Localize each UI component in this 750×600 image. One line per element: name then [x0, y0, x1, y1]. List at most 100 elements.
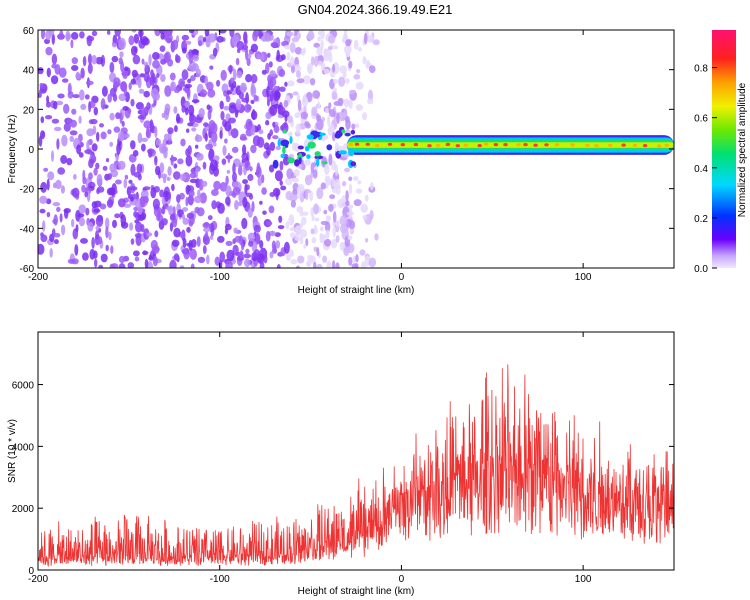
spectrogram-cell: [143, 120, 152, 129]
spectrogram-cell: [351, 263, 358, 268]
spectrogram-cell: [216, 35, 224, 43]
spectrogram-cell: [194, 134, 203, 142]
spectrogram-cell: [160, 32, 165, 40]
spectrogram-cell: [362, 215, 368, 220]
spectrogram-cell: [231, 146, 239, 153]
figure-title: GN04.2024.366.19.49.E21: [297, 2, 453, 17]
spectrogram-cell: [139, 73, 145, 78]
spectrogram-cell: [50, 75, 59, 85]
spectrogram-cell: [353, 74, 361, 80]
spectrogram-cell: [117, 198, 126, 208]
spectrogram-cell: [340, 224, 347, 234]
spectrogram-cell: [187, 145, 192, 156]
spectrogram-cell: [211, 189, 219, 196]
spectrogram-cell: [232, 162, 236, 175]
spectrogram-cell: [241, 217, 248, 230]
spectrogram-cell: [179, 192, 185, 200]
spectrogram-cell: [263, 254, 268, 264]
spectrogram-cell: [238, 201, 243, 207]
spectrogram-cell: [105, 226, 109, 239]
spectrogram-cells: [38, 30, 674, 268]
spectrogram-cell: [345, 52, 351, 58]
spectrogram-cell: [91, 30, 98, 37]
spectrogram-cell: [79, 31, 85, 39]
spectrogram-y-tick-label: 40: [23, 66, 35, 77]
spectrogram-cell: [290, 232, 296, 239]
spectrogram-cell: [134, 256, 140, 262]
spectrogram-cell: [228, 117, 237, 124]
snr-y-label: SNR (10 * v/v): [7, 419, 18, 483]
spectrogram-cell: [156, 73, 160, 79]
spectrogram-band-peak: [594, 144, 599, 148]
spectrogram-cell: [123, 203, 131, 208]
spectrogram-cell: [269, 251, 274, 259]
spectrogram-cell: [95, 56, 104, 65]
spectrogram-cell: [152, 52, 160, 60]
spectrogram-cell: [289, 42, 296, 54]
spectrogram-cell: [323, 68, 330, 75]
spectrogram-band-peak: [354, 142, 360, 146]
spectrogram-cell: [116, 142, 121, 155]
spectrogram-cell: [91, 155, 96, 161]
spectrogram-cell: [246, 104, 252, 111]
colorbar-tick-label: 0.0: [694, 264, 708, 275]
spectrogram-cell: [134, 233, 143, 238]
spectrogram-cell: [259, 240, 264, 249]
spectrogram-cell: [131, 30, 137, 33]
spectrogram-cell: [188, 104, 195, 117]
spectrogram-cell: [109, 163, 117, 173]
spectrogram-cell: [206, 254, 210, 265]
spectrogram-cell: [51, 118, 60, 124]
spectrogram-cell: [148, 54, 152, 66]
spectrogram-cell: [320, 182, 326, 190]
spectrogram-cell: [155, 165, 161, 176]
spectrogram-cell: [251, 201, 255, 213]
spectrogram-cell: [334, 142, 340, 153]
spectrogram-cell: [286, 31, 294, 37]
spectrogram-cell: [189, 172, 197, 179]
spectrogram-y-tick-label: 60: [23, 26, 35, 37]
spectrogram-cell: [235, 98, 242, 111]
spectrogram-cell: [160, 58, 167, 65]
spectrogram-cell: [135, 221, 143, 233]
spectrogram-cell: [294, 30, 298, 36]
spectrogram-cell: [95, 162, 100, 170]
spectrogram-cell: [193, 195, 202, 204]
spectrogram-cell: [124, 174, 129, 180]
spectrogram-cell: [296, 185, 303, 195]
spectrogram-band-peak: [463, 143, 469, 147]
spectrogram-cell: [45, 46, 53, 56]
spectrogram-cell: [374, 233, 379, 241]
spectrogram-cell: [250, 82, 255, 95]
spectrogram-x-ticks: -200 -100 0 100: [28, 30, 592, 283]
spectrogram-cell: [160, 74, 166, 83]
spectrogram-band-peak: [503, 143, 508, 147]
spectrogram-cell: [71, 187, 80, 198]
spectrogram-cell: [73, 173, 77, 180]
spectrogram-cell: [350, 129, 356, 135]
spectrogram-cell: [159, 189, 165, 198]
spectrogram-cell: [294, 142, 300, 152]
spectrogram-cell: [86, 35, 93, 47]
spectrogram-cell: [299, 222, 304, 228]
spectrogram-cell: [295, 265, 301, 268]
spectrogram-cell: [243, 253, 252, 259]
spectrogram-cell: [164, 51, 171, 63]
spectrogram-cell: [45, 30, 52, 41]
spectrogram-band-peak: [570, 143, 575, 147]
spectrogram-cell: [142, 186, 151, 191]
spectrogram-cell: [217, 202, 225, 214]
spectrogram-cell: [137, 173, 142, 181]
spectrogram-cell: [344, 115, 350, 124]
spectrogram-cell: [331, 45, 339, 50]
spectrogram-cell: [302, 75, 311, 85]
spectrogram-cell: [181, 34, 190, 41]
spectrogram-cell: [229, 64, 233, 75]
spectrogram-cell: [236, 70, 243, 79]
spectrogram-cell: [161, 112, 166, 118]
spectrogram-cell: [268, 61, 273, 68]
spectrogram-cell: [180, 138, 186, 147]
spectrogram-cell: [292, 189, 298, 196]
spectrogram-cell: [187, 194, 194, 206]
